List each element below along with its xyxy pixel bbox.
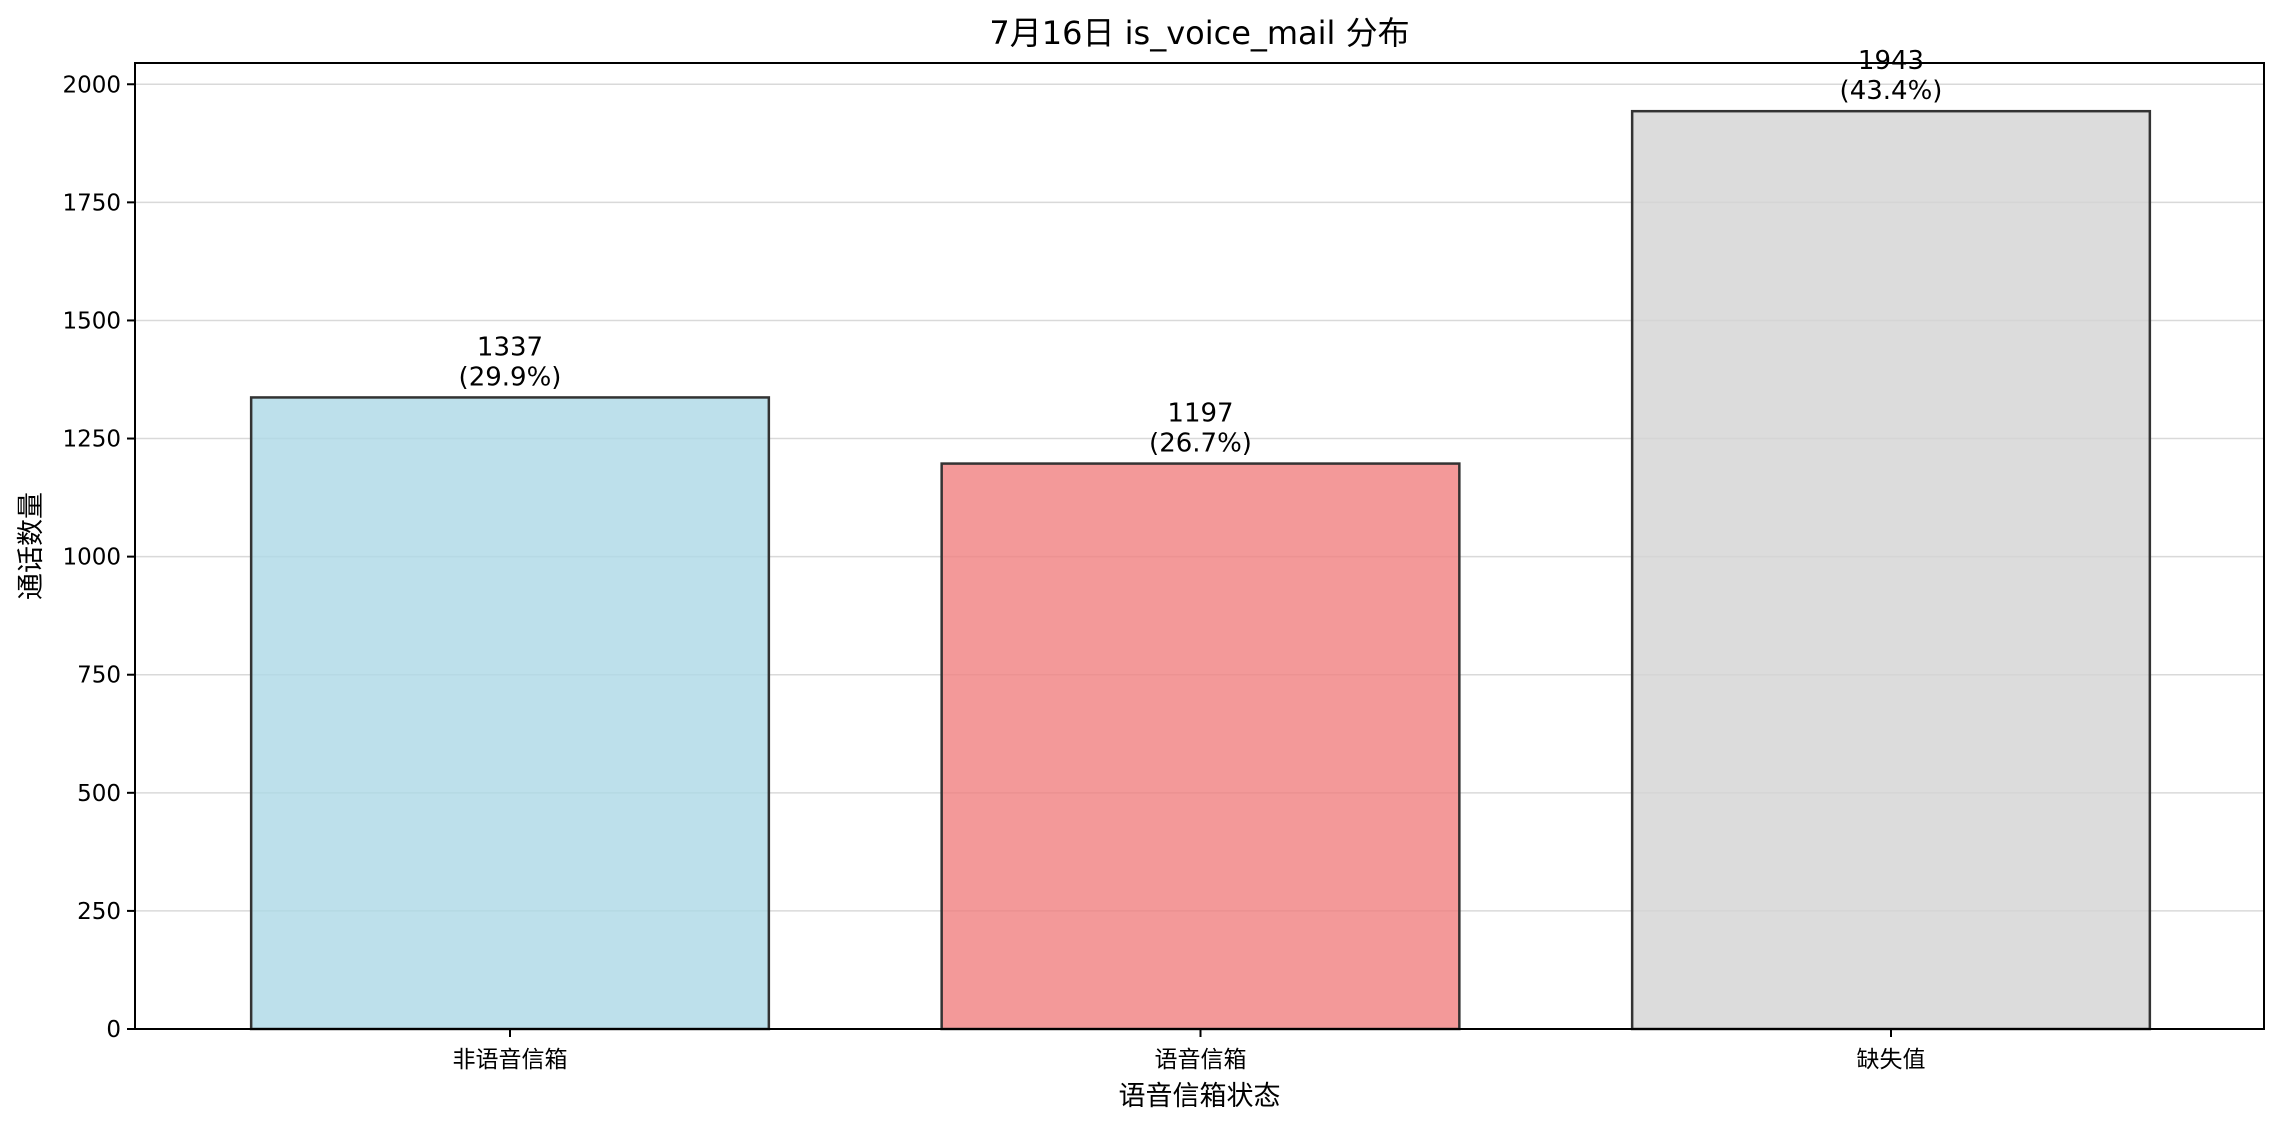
bar-percent-label: (43.4%) bbox=[1840, 76, 1943, 106]
x-tick-label: 非语音信箱 bbox=[453, 1047, 568, 1073]
x-tick-label: 语音信箱 bbox=[1155, 1047, 1247, 1073]
bar-value-label: 1337 bbox=[477, 332, 543, 362]
bar-percent-label: (29.9%) bbox=[459, 362, 562, 392]
y-tick-label: 500 bbox=[77, 781, 121, 807]
bars bbox=[249, 109, 2152, 1031]
bar bbox=[1630, 109, 2152, 1031]
x-axis-label: 语音信箱状态 bbox=[1119, 1081, 1281, 1112]
x-tick-label: 缺失值 bbox=[1857, 1047, 1926, 1073]
y-axis-label: 通话数量 bbox=[16, 492, 47, 600]
bar-percent-label: (26.7%) bbox=[1149, 429, 1252, 459]
y-tick-label: 750 bbox=[77, 663, 121, 689]
y-tick-label: 1500 bbox=[62, 308, 121, 334]
bar-value-label: 1197 bbox=[1167, 399, 1233, 429]
bar-value-label: 1943 bbox=[1858, 46, 1924, 76]
chart-title: 7月16日 is_voice_mail 分布 bbox=[989, 14, 1409, 52]
data-labels: 1337(29.9%) 1197(26.7%) 1943(43.4%) bbox=[459, 46, 1943, 458]
y-tick-label: 1000 bbox=[62, 545, 121, 571]
bar bbox=[940, 462, 1461, 1031]
y-axis-ticks: 0 250 500 750 1000 1250 1500 1750 2000 bbox=[62, 72, 135, 1043]
y-tick-label: 0 bbox=[106, 1017, 121, 1043]
y-tick-label: 250 bbox=[77, 899, 121, 925]
x-axis-ticks: 非语音信箱 语音信箱 缺失值 bbox=[453, 1029, 1926, 1073]
y-tick-label: 1750 bbox=[62, 190, 121, 216]
y-tick-label: 2000 bbox=[62, 72, 121, 98]
bar bbox=[249, 396, 771, 1031]
y-tick-label: 1250 bbox=[62, 427, 121, 453]
